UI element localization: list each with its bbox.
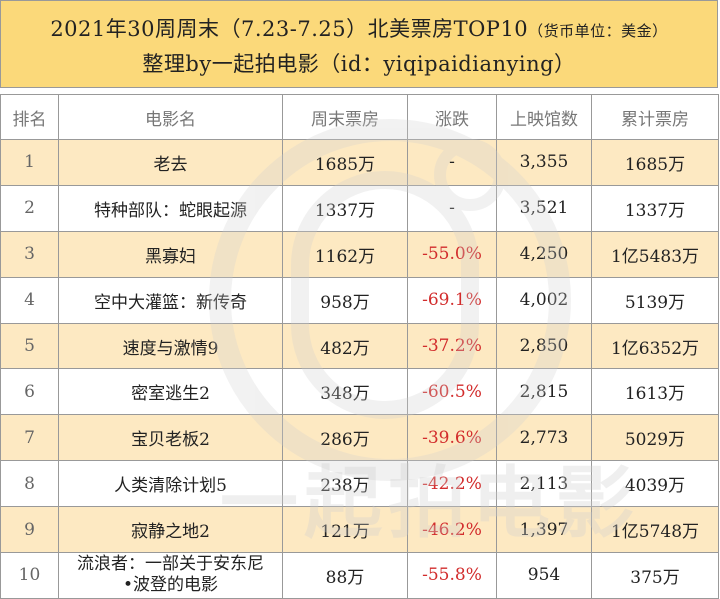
cell-theaters: 2,113	[496, 460, 592, 508]
table-row: 7 宝贝老板2 286万 -39.6% 2,773 5029万	[0, 414, 719, 462]
header-title: 电影名	[58, 94, 283, 140]
cell-weekend-gross: 1685万	[282, 139, 408, 186]
cell-total-gross: 5139万	[591, 276, 719, 324]
cell-total-gross: 1亿5748万	[591, 506, 719, 554]
header-change: 涨跌	[407, 94, 497, 140]
cell-title-line1: 流浪者：一部关于安东尼	[77, 554, 264, 575]
header-rank: 排名	[0, 94, 59, 140]
cell-change: -55.8%	[407, 552, 497, 599]
cell-change: -	[407, 184, 497, 232]
cell-rank: 3	[0, 230, 59, 278]
cell-change: -55.0%	[407, 230, 497, 278]
cell-theaters: 3,521	[496, 184, 592, 232]
table-row: 9 寂静之地2 121万 -46.2% 1,397 1亿5748万	[0, 506, 719, 554]
cell-rank: 8	[0, 460, 59, 508]
cell-title: 密室逃生2	[58, 368, 283, 416]
cell-theaters: 2,773	[496, 414, 592, 462]
page-subtitle: 整理by一起拍电影（id：yiqipaidianying）	[142, 52, 576, 76]
page-title: 2021年30周周末（7.23-7.25）北美票房TOP10（货币单位：美金）	[1, 13, 717, 43]
cell-total-gross: 1685万	[591, 139, 719, 186]
cell-change: -60.5%	[407, 368, 497, 416]
header-total-gross: 累计票房	[591, 94, 719, 140]
cell-total-gross: 5029万	[591, 414, 719, 462]
cell-rank: 4	[0, 276, 59, 324]
cell-title: 空中大灌篮：新传奇	[58, 276, 283, 324]
table-row: 6 密室逃生2 348万 -60.5% 2,815 1613万	[0, 368, 719, 416]
cell-weekend-gross: 1162万	[282, 230, 408, 278]
cell-weekend-gross: 121万	[282, 506, 408, 554]
cell-title: 寂静之地2	[58, 506, 283, 554]
cell-change: -69.1%	[407, 276, 497, 324]
table-row: 1 老去 1685万 - 3,355 1685万	[0, 139, 719, 186]
table-row: 8 人类清除计划5 238万 -42.2% 2,113 4039万	[0, 460, 719, 508]
table-row: 3 黑寡妇 1162万 -55.0% 4,250 1亿5483万	[0, 230, 719, 278]
table-header-row: 排名 电影名 周末票房 涨跌 上映馆数 累计票房	[0, 94, 719, 140]
table-row: 5 速度与激情9 482万 -37.2% 2,850 1亿6352万	[0, 322, 719, 370]
cell-weekend-gross: 348万	[282, 368, 408, 416]
cell-theaters: 2,850	[496, 322, 592, 370]
header-theaters: 上映馆数	[496, 94, 592, 140]
cell-theaters: 954	[496, 552, 592, 599]
cell-rank: 5	[0, 322, 59, 370]
cell-title: 老去	[58, 139, 283, 186]
cell-rank: 7	[0, 414, 59, 462]
cell-title: 特种部队：蛇眼起源	[58, 184, 283, 232]
cell-theaters: 3,355	[496, 139, 592, 186]
cell-title: 黑寡妇	[58, 230, 283, 278]
cell-weekend-gross: 958万	[282, 276, 408, 324]
cell-weekend-gross: 88万	[282, 552, 408, 599]
cell-change: -37.2%	[407, 322, 497, 370]
header-weekend-gross: 周末票房	[282, 94, 408, 140]
currency-unit-note: （货币单位：美金）	[528, 22, 668, 40]
cell-change: -	[407, 139, 497, 186]
cell-weekend-gross: 286万	[282, 414, 408, 462]
cell-total-gross: 1亿6352万	[591, 322, 719, 370]
cell-rank: 2	[0, 184, 59, 232]
cell-total-gross: 375万	[591, 552, 719, 599]
cell-title: 宝贝老板2	[58, 414, 283, 462]
cell-change: -46.2%	[407, 506, 497, 554]
cell-theaters: 1,397	[496, 506, 592, 554]
cell-title-line2: •波登的电影	[122, 575, 219, 596]
cell-title: 流浪者：一部关于安东尼 •波登的电影	[58, 552, 283, 599]
cell-weekend-gross: 238万	[282, 460, 408, 508]
cell-theaters: 4,002	[496, 276, 592, 324]
cell-rank: 6	[0, 368, 59, 416]
cell-title: 人类清除计划5	[58, 460, 283, 508]
cell-theaters: 4,250	[496, 230, 592, 278]
cell-change: -39.6%	[407, 414, 497, 462]
title-main: 2021年30周周末（7.23-7.25）北美票房TOP10	[50, 17, 529, 41]
cell-total-gross: 1613万	[591, 368, 719, 416]
title-banner: 2021年30周周末（7.23-7.25）北美票房TOP10（货币单位：美金） …	[0, 0, 718, 88]
table-row: 10 流浪者：一部关于安东尼 •波登的电影 88万 -55.8% 954 375…	[0, 552, 719, 599]
cell-rank: 9	[0, 506, 59, 554]
cell-weekend-gross: 482万	[282, 322, 408, 370]
table-row: 4 空中大灌篮：新传奇 958万 -69.1% 4,002 5139万	[0, 276, 719, 324]
cell-total-gross: 1337万	[591, 184, 719, 232]
cell-total-gross: 4039万	[591, 460, 719, 508]
cell-change: -42.2%	[407, 460, 497, 508]
cell-weekend-gross: 1337万	[282, 184, 408, 232]
cell-theaters: 2,815	[496, 368, 592, 416]
box-office-table: 排名 电影名 周末票房 涨跌 上映馆数 累计票房 1 老去 1685万 - 3,…	[0, 94, 719, 599]
cell-rank: 10	[0, 552, 59, 599]
cell-rank: 1	[0, 139, 59, 186]
cell-total-gross: 1亿5483万	[591, 230, 719, 278]
table-row: 2 特种部队：蛇眼起源 1337万 - 3,521 1337万	[0, 184, 719, 232]
cell-title: 速度与激情9	[58, 322, 283, 370]
